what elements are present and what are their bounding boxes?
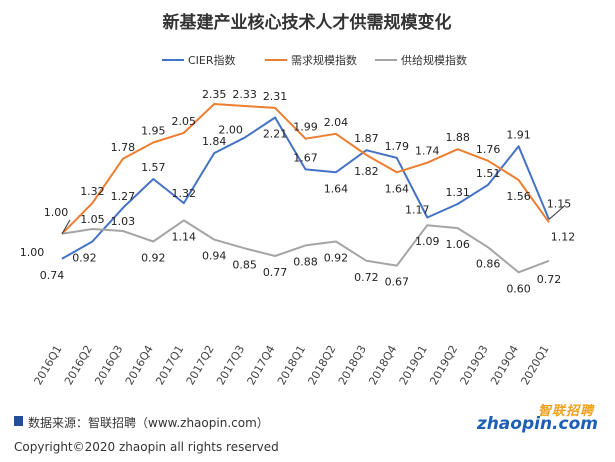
- data-label: 1.67: [293, 151, 318, 164]
- data-label: 1.32: [172, 187, 197, 200]
- data-label: 1.17: [405, 204, 430, 217]
- x-tick-label: 2018Q2: [305, 343, 338, 387]
- leader-line: [61, 219, 71, 235]
- legend-label: 供给规模指数: [401, 53, 467, 67]
- x-tick-label: 2018Q1: [275, 343, 308, 387]
- data-label: 1.82: [354, 165, 379, 178]
- data-label: 1.00: [20, 246, 45, 259]
- x-tick-label: 2018Q3: [336, 343, 369, 387]
- data-label: 1.84: [202, 135, 227, 148]
- data-label: 0.88: [293, 255, 318, 268]
- data-label: 0.92: [72, 252, 97, 265]
- data-label: 1.87: [354, 132, 379, 145]
- logo-en: zhaopin.com: [476, 414, 598, 434]
- x-tick-label: 2016Q4: [123, 343, 156, 387]
- data-label: 1.76: [476, 143, 501, 156]
- data-source: 数据来源：智联招聘（www.zhaopin.com）: [28, 416, 269, 430]
- legend: CIER指数 需求规模指数 供给规模指数: [162, 53, 467, 67]
- logo-cn: 智联招聘: [537, 404, 594, 419]
- data-label: 1.64: [385, 182, 410, 195]
- leader-line: [548, 205, 566, 220]
- data-label: 0.74: [40, 269, 65, 282]
- data-label: 1.27: [111, 190, 136, 203]
- data-label: 0.67: [385, 276, 410, 289]
- data-label: 2.35: [202, 88, 227, 101]
- x-axis: 2016Q12016Q22016Q32016Q42017Q12017Q22017…: [32, 343, 552, 387]
- data-label: 1.64: [324, 182, 349, 195]
- data-label: 1.15: [547, 197, 572, 210]
- data-label: 0.86: [476, 257, 501, 270]
- data-label: 0.92: [141, 252, 166, 265]
- x-tick-label: 2016Q3: [92, 343, 125, 387]
- x-tick-label: 2016Q2: [62, 343, 95, 387]
- legend-label: 需求规模指数: [291, 53, 357, 67]
- data-label: 1.57: [141, 161, 166, 174]
- x-tick-label: 2016Q1: [32, 343, 65, 387]
- data-label: 0.60: [506, 282, 531, 295]
- zhaopin-logo: 智联招聘 zhaopin.com: [477, 400, 598, 440]
- data-label: 2.00: [218, 124, 243, 137]
- data-label: 0.94: [202, 250, 227, 263]
- legend-item: 供给规模指数: [375, 53, 467, 67]
- data-label: 1.32: [80, 185, 105, 198]
- data-label: 1.05: [80, 213, 105, 226]
- chart-title: 新基建产业核心技术人才供需规模变化: [163, 12, 452, 33]
- data-label: 1.74: [415, 145, 440, 158]
- data-label: 1.91: [506, 128, 531, 141]
- x-tick-label: 2017Q3: [214, 343, 247, 387]
- data-label: 1.56: [506, 190, 531, 203]
- data-label: 1.14: [172, 230, 197, 243]
- data-label: 1.00: [44, 206, 69, 219]
- series-layer: [61, 103, 550, 274]
- data-label: 1.79: [385, 140, 410, 153]
- data-label: 1.06: [445, 238, 470, 251]
- data-label: 1.78: [111, 141, 136, 154]
- data-label: 0.92: [324, 252, 349, 265]
- x-tick-label: 2019Q3: [458, 343, 491, 387]
- x-tick-label: 2019Q1: [397, 343, 430, 387]
- data-label: 1.09: [415, 235, 440, 248]
- data-label: 2.21: [263, 128, 288, 141]
- data-label: 2.31: [263, 90, 288, 103]
- data-label: 1.88: [445, 131, 470, 144]
- x-tick-label: 2018Q4: [366, 343, 399, 387]
- x-tick-label: 2020Q1: [519, 343, 552, 387]
- x-tick-label: 2017Q4: [245, 343, 278, 387]
- legend-item: 需求规模指数: [265, 53, 357, 67]
- data-label: 2.33: [232, 88, 257, 101]
- x-tick-label: 2019Q2: [427, 343, 460, 387]
- data-label: 1.12: [551, 230, 576, 243]
- data-label: 0.72: [354, 271, 379, 284]
- data-label: 1.03: [111, 215, 136, 228]
- data-label: 1.51: [476, 167, 501, 180]
- data-label: 1.31: [445, 186, 470, 199]
- x-tick-label: 2017Q2: [184, 343, 217, 387]
- source-marker: [14, 416, 23, 426]
- data-label: 2.04: [324, 116, 349, 129]
- data-label: 0.77: [263, 266, 288, 279]
- legend-label: CIER指数: [188, 53, 236, 67]
- data-label: 1.95: [141, 125, 166, 138]
- x-tick-label: 2017Q1: [153, 343, 186, 387]
- data-label: 0.72: [537, 273, 562, 286]
- data-label: 2.05: [172, 115, 197, 128]
- copyright: Copyright©2020 zhaopin all rights reserv…: [14, 440, 279, 454]
- x-tick-label: 2019Q4: [488, 343, 521, 387]
- data-labels: 0.74 0.92 1.27 1.57 1.32 1.842.00 2.21 1.67 1.64…: [20, 88, 576, 295]
- legend-item: CIER指数: [162, 53, 236, 67]
- data-label: 1.99: [293, 121, 318, 134]
- data-label: 0.85: [232, 258, 257, 271]
